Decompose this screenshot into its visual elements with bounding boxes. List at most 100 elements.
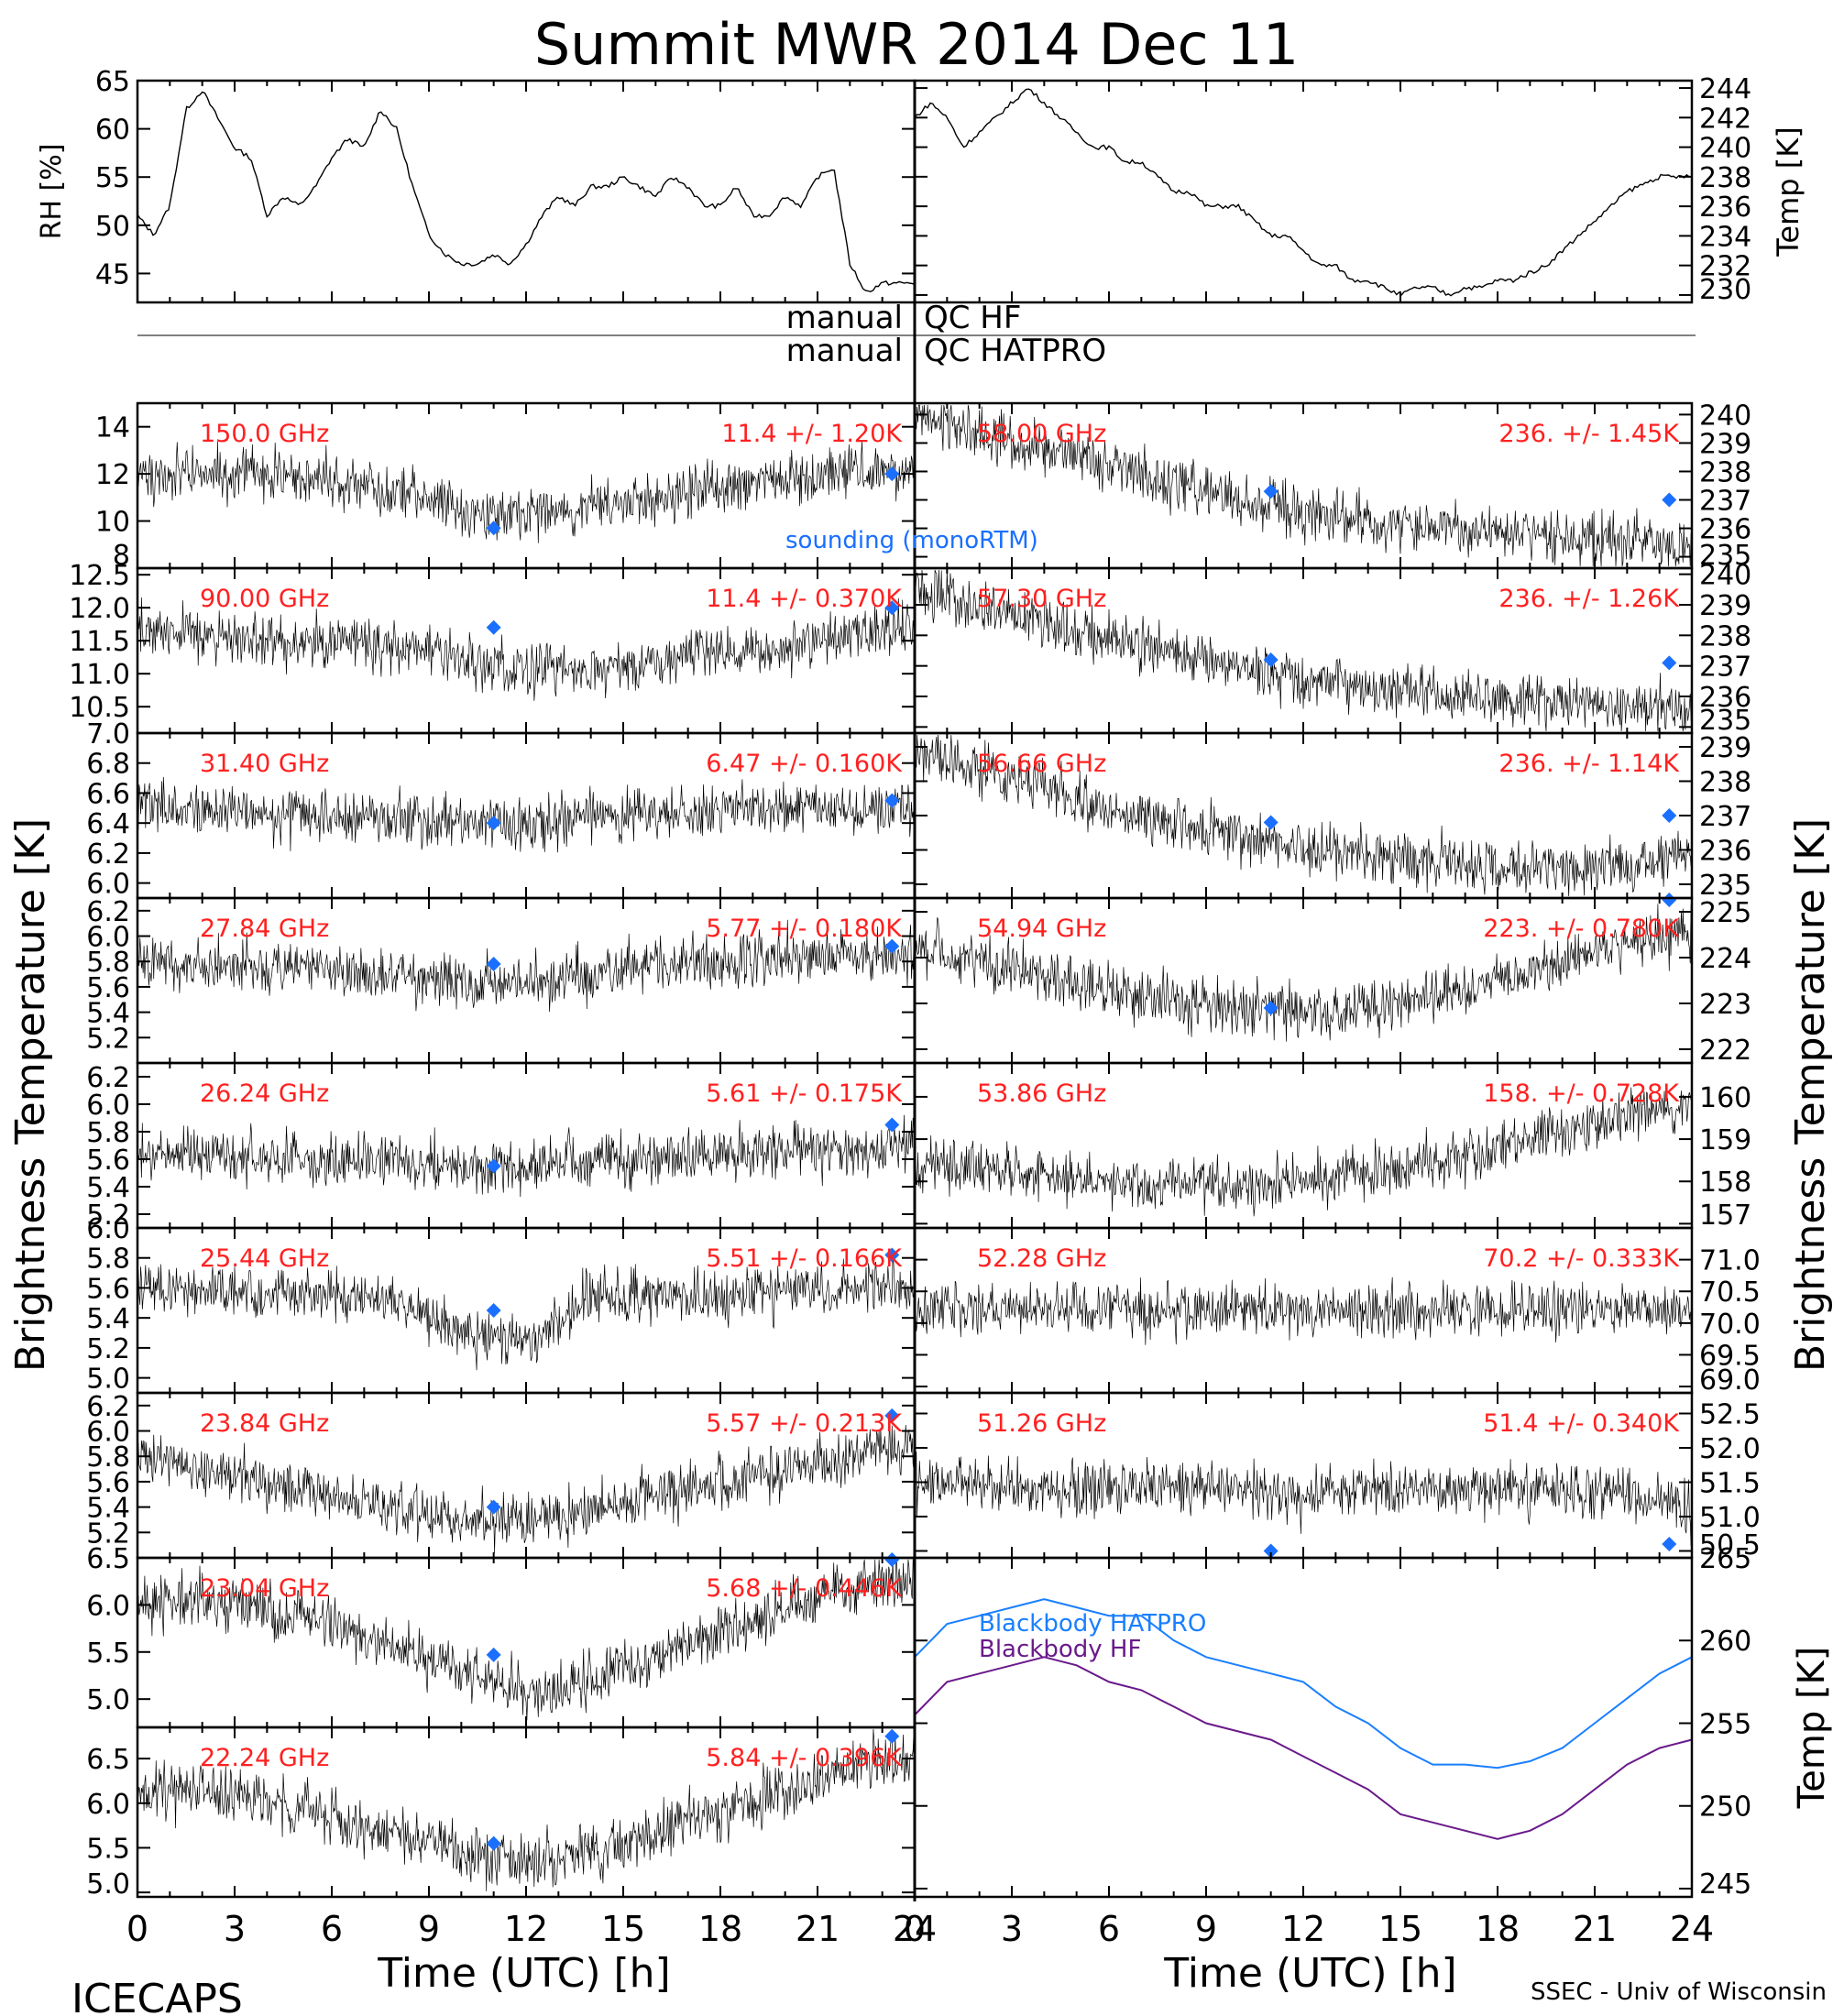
y-tick-label: 6.6 <box>86 778 130 810</box>
y-tick-label: 69.0 <box>1699 1364 1761 1397</box>
x-tick-label: 12 <box>1281 1909 1325 1949</box>
sounding-legend: sounding (monoRTM) <box>785 527 1038 554</box>
channel-frequency-label: 22.24 GHz <box>200 1744 329 1772</box>
sounding-point <box>486 816 501 831</box>
y-tick-label: 236 <box>1699 192 1751 224</box>
y-tick-label: 69.5 <box>1699 1340 1761 1372</box>
channel-stat-label: 5.84 +/- 0.396K <box>706 1744 903 1772</box>
y-tick-label: 235 <box>1699 870 1751 902</box>
y-tick-label: 11.5 <box>69 626 130 658</box>
sounding-point <box>1263 652 1279 667</box>
sounding-point <box>884 1408 900 1423</box>
y-tick-label: 240 <box>1699 560 1751 592</box>
channel-frequency-label: 23.84 GHz <box>200 1409 329 1438</box>
channel-frequency-label: 27.84 GHz <box>200 915 329 943</box>
y-tick-label: 50.5 <box>1699 1529 1761 1561</box>
channel-frequency-label: 52.28 GHz <box>977 1244 1106 1273</box>
y-tick-label: 235 <box>1699 540 1751 572</box>
channel-stat-label: 236. +/- 1.45K <box>1498 420 1680 448</box>
y-tick-label: 224 <box>1699 943 1751 975</box>
y-tick-label: 6.2 <box>86 838 130 871</box>
y-tick-label: 50 <box>95 211 130 243</box>
x-tick-label: 3 <box>224 1909 246 1949</box>
y-tick-label: 159 <box>1699 1124 1751 1156</box>
channel-frequency-label: 51.26 GHz <box>977 1409 1106 1438</box>
y-tick-label: 225 <box>1699 897 1751 929</box>
footer-ssec: SSEC - Univ of Wisconsin <box>1531 1978 1827 2006</box>
channel-frequency-label: 23.04 GHz <box>200 1574 329 1603</box>
x-tick-label: 24 <box>893 1909 937 1949</box>
channel-frequency-label: 90.00 GHz <box>200 585 329 613</box>
series-line <box>914 904 1693 1042</box>
series-line <box>914 1071 1693 1217</box>
y-tick-label: 5.2 <box>86 1200 130 1232</box>
channel-frequency-label: 53.86 GHz <box>977 1079 1106 1108</box>
sounding-point <box>486 1835 501 1851</box>
y-tick-label: 12.0 <box>69 593 130 625</box>
sounding-point <box>1662 808 1677 823</box>
series-line <box>137 919 916 1013</box>
y-tick-label: 6.8 <box>86 749 130 781</box>
channel-stat-label: 5.68 +/- 0.446K <box>706 1574 903 1603</box>
y-axis-title: Temp [K] <box>1771 126 1806 257</box>
channel-frequency-label: 26.24 GHz <box>200 1079 329 1108</box>
y-tick-label: 157 <box>1699 1200 1751 1232</box>
y-tick-label: 5.6 <box>86 1467 130 1499</box>
y-tick-label: 6.0 <box>86 922 130 954</box>
sounding-point <box>486 1158 501 1174</box>
channel-frequency-label: 54.94 GHz <box>977 915 1106 943</box>
x-tick-label: 12 <box>504 1909 548 1949</box>
panel-ch2784: 5.25.45.65.86.06.2 27.84 GHz 5.77 +/- 0.18… <box>86 896 916 1065</box>
sounding-point <box>486 1303 501 1318</box>
sounding-point <box>884 1552 900 1567</box>
channel-stat-label: 5.77 +/- 0.180K <box>706 915 903 943</box>
y-tick-label: 5.8 <box>86 1441 130 1474</box>
channel-stat-label: 5.51 +/- 0.166K <box>706 1244 903 1273</box>
y-tick-label: 5.0 <box>86 1868 130 1901</box>
channel-stat-label: 236. +/- 1.14K <box>1498 750 1680 778</box>
sounding-point <box>884 793 900 808</box>
y-tick-label: 5.8 <box>86 1117 130 1149</box>
y-tick-label: 5.0 <box>86 1684 130 1716</box>
y-tick-label: 242 <box>1699 103 1751 135</box>
y-axis-title: Temp [K] <box>1791 1647 1833 1810</box>
series-line <box>914 734 1693 897</box>
y-tick-label: 6.4 <box>86 808 130 840</box>
y-tick-label: 5.6 <box>86 1145 130 1177</box>
y-tick-label: 6.5 <box>86 1543 130 1575</box>
y-tick-label: 240 <box>1699 400 1751 432</box>
sounding-point <box>1263 1001 1279 1015</box>
sounding-point <box>1263 815 1279 830</box>
y-tick-label: 8 <box>113 540 130 572</box>
y-tick-label: 5.0 <box>86 1364 130 1396</box>
x-axis-label-left: Time (UTC) [h] <box>377 1950 670 1997</box>
panel-ch5494: 222 223 224 225 54.94 GHz 223. +/- 0.780K <box>913 893 1751 1067</box>
qc-left-label-1: manual <box>786 300 903 336</box>
qc-right-label-1: QC HF <box>924 300 1021 336</box>
y-tick-label: 6.2 <box>86 1391 130 1423</box>
x-tick-label: 21 <box>1573 1909 1617 1949</box>
series-line <box>137 1416 916 1553</box>
y-tick-label: 239 <box>1699 732 1751 764</box>
y-tick-label: 5.5 <box>86 1833 130 1865</box>
channel-stat-label: 11.4 +/- 1.20K <box>721 420 903 448</box>
y-tick-label: 5.6 <box>86 972 130 1004</box>
legend-blackbody-hf: Blackbody HF <box>979 1636 1141 1663</box>
sounding-point <box>1662 1537 1677 1551</box>
x-tick-label: 18 <box>1476 1909 1520 1949</box>
x-tick-label: 18 <box>698 1909 742 1949</box>
y-tick-label: 223 <box>1699 989 1751 1021</box>
panel-blackbody: 245 250 255 260 265 Temp [K] <box>913 1543 1833 1901</box>
y-tick-label: 5.4 <box>86 1172 130 1204</box>
legend-blackbody-hatpro: Blackbody HATPRO <box>979 1610 1206 1638</box>
y-axis-title: RH [%] <box>36 144 68 240</box>
y-tick-label: 239 <box>1699 590 1751 622</box>
y-tick-label: 10.5 <box>69 692 130 724</box>
series-line <box>914 569 1693 732</box>
channel-frequency-label: 58.00 GHz <box>977 420 1106 448</box>
x-tick-label: 3 <box>1001 1909 1023 1949</box>
channel-stat-label: 5.61 +/- 0.175K <box>706 1079 903 1108</box>
y-tick-label: 237 <box>1699 652 1751 684</box>
channel-stat-label: 51.4 +/- 0.340K <box>1483 1409 1680 1438</box>
